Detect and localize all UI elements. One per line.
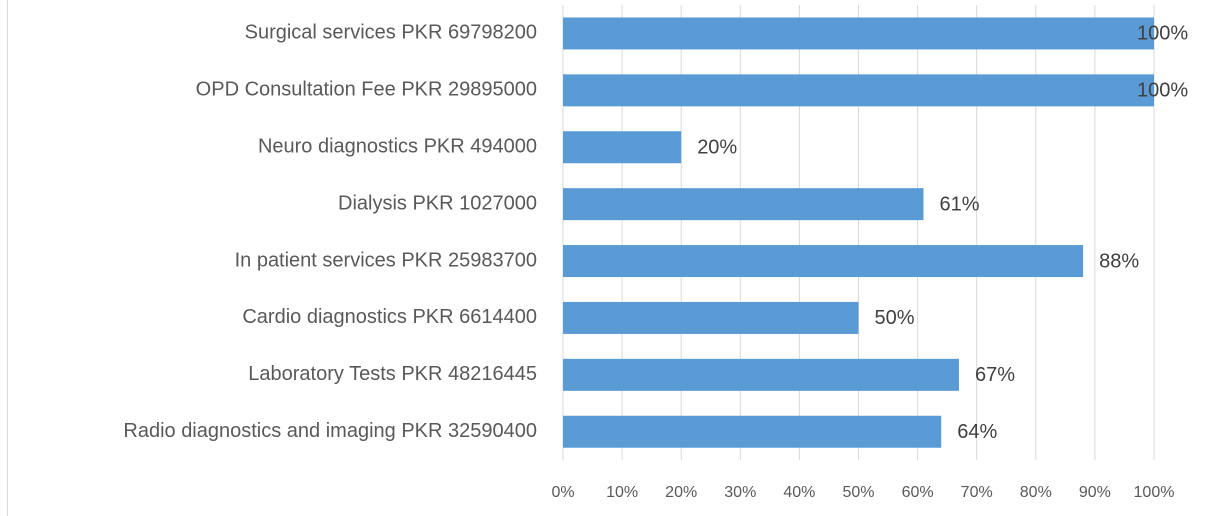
x-tick-label: 70% — [961, 484, 993, 501]
data-label: 50% — [875, 307, 915, 329]
grid — [562, 5, 1155, 460]
bar — [563, 74, 1154, 107]
x-tick-label: 50% — [842, 484, 874, 501]
x-tick-label: 80% — [1020, 484, 1052, 501]
bar — [563, 415, 942, 448]
y-tick-label: Radio diagnostics and imaging PKR 325904… — [123, 420, 537, 442]
y-tick-label: Laboratory Tests PKR 48216445 — [248, 363, 537, 385]
data-label: 67% — [975, 364, 1015, 386]
bar — [563, 358, 959, 391]
bars — [563, 17, 1154, 448]
x-tick-label: 20% — [665, 484, 697, 501]
x-tick-label: 90% — [1079, 484, 1111, 501]
data-label: 20% — [697, 137, 737, 159]
x-tick-label: 30% — [724, 484, 756, 501]
data-label: 100% — [1137, 80, 1188, 102]
y-tick-label: OPD Consultation Fee PKR 29895000 — [196, 79, 537, 101]
bar — [563, 131, 682, 164]
x-tick-label: 100% — [1134, 484, 1175, 501]
x-tick-label: 0% — [551, 484, 574, 501]
bar — [563, 17, 1154, 50]
y-tick-label: Neuro diagnostics PKR 494000 — [258, 136, 537, 158]
y-tick-label: Dialysis PKR 1027000 — [338, 192, 537, 214]
data-label: 100% — [1137, 23, 1188, 45]
x-tick-label: 60% — [902, 484, 934, 501]
y-tick-label: In patient services PKR 25983700 — [235, 249, 537, 271]
y-tick-label: Cardio diagnostics PKR 6614400 — [242, 306, 537, 328]
data-label: 64% — [957, 421, 997, 443]
bar — [563, 188, 924, 221]
y-tick-label: Surgical services PKR 69798200 — [245, 22, 537, 44]
bar — [563, 245, 1084, 278]
data-label: 88% — [1099, 250, 1139, 272]
data-label: 61% — [940, 193, 980, 215]
x-tick-label: 40% — [783, 484, 815, 501]
x-tick-label: 10% — [606, 484, 638, 501]
bar — [563, 301, 859, 334]
labels: 0% 10% 20% 30% 40% 50% 60% 70% 80% 90% 100% Surgica… — [123, 22, 1188, 502]
